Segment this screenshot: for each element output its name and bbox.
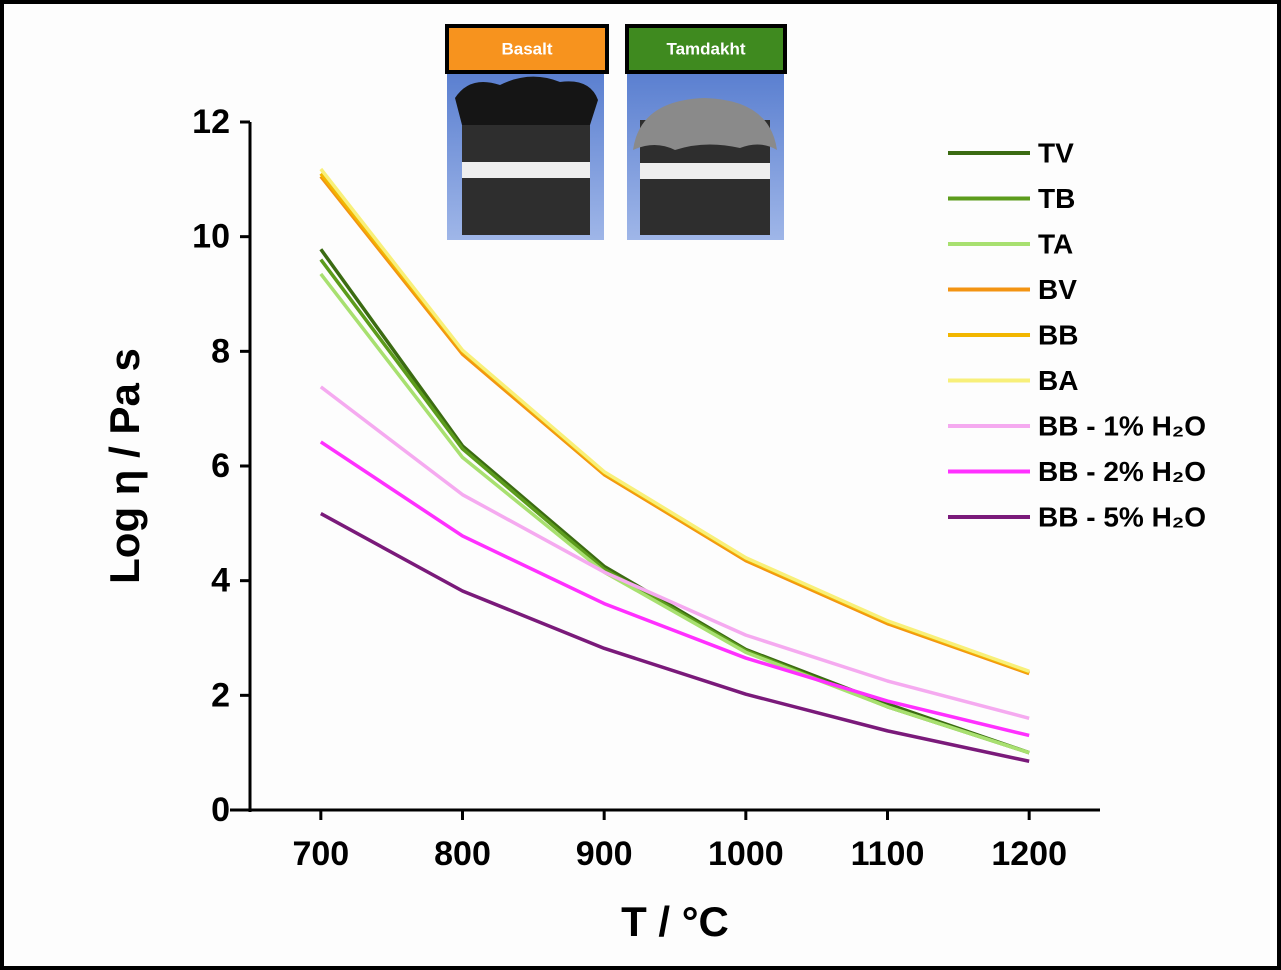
series-line: [319, 272, 1030, 755]
photo-tamdakht: [627, 72, 784, 240]
legend-label: TB: [1038, 183, 1075, 214]
x-tick-label: 1200: [991, 835, 1067, 873]
legend-label: BB: [1038, 319, 1078, 350]
x-tick-label: 1000: [708, 835, 784, 873]
legend-label: BB - 5% H₂O: [1038, 501, 1206, 532]
legend-label: TV: [1038, 137, 1074, 168]
legend-label: BB - 1% H₂O: [1038, 410, 1206, 441]
y-tick-label: 8: [211, 332, 230, 370]
series-line: [319, 512, 1030, 763]
annotation-box: [625, 24, 787, 74]
y-tick-label: 4: [211, 562, 230, 600]
y-axis-label: Log η / Pa s: [101, 348, 148, 584]
series-line: [319, 385, 1030, 720]
x-axis-label: T / °C: [621, 898, 729, 945]
legend-label: BA: [1038, 365, 1078, 396]
annotation: Tamdakht: [666, 39, 745, 58]
y-tick-label: 12: [192, 103, 230, 141]
legend-label: BB - 2% H₂O: [1038, 456, 1206, 487]
photo-basalt: [447, 72, 604, 240]
y-tick-label: 10: [192, 218, 230, 256]
series-line: [319, 440, 1030, 738]
legend-label: BV: [1038, 274, 1077, 305]
x-tick-label: 700: [292, 835, 349, 873]
y-tick-label: 2: [211, 676, 230, 714]
series-line: [319, 167, 1030, 673]
x-tick-label: 1100: [851, 835, 925, 873]
x-tick-label: 800: [434, 835, 491, 873]
y-tick-label: 6: [211, 447, 230, 485]
x-tick-label: 900: [576, 835, 633, 873]
legend-label: TA: [1038, 228, 1073, 259]
y-tick-label: 0: [211, 791, 230, 829]
annotation: Basalt: [501, 39, 552, 58]
annotation-box: [445, 24, 609, 74]
